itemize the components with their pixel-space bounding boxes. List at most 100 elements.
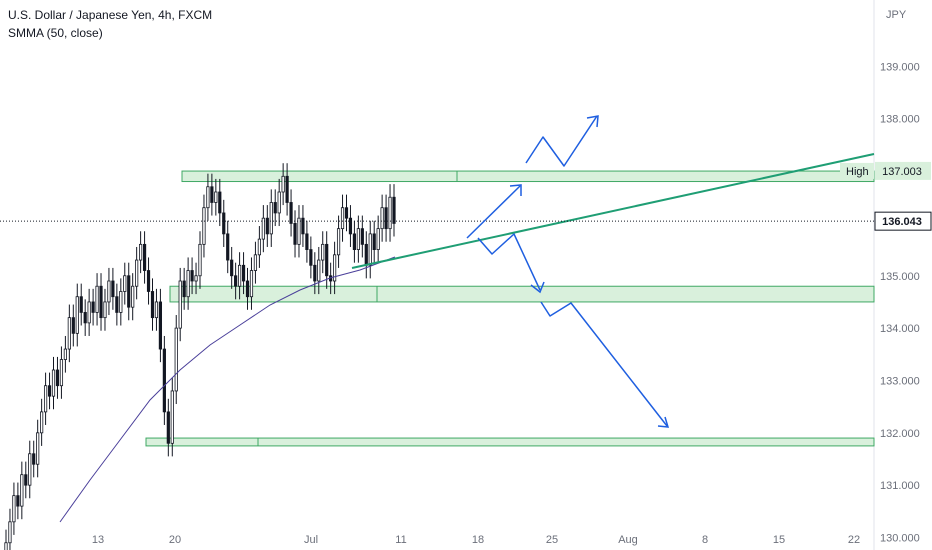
candle-body <box>289 202 293 224</box>
y-tick-label: 134.000 <box>880 323 920 335</box>
candle-body <box>226 233 230 261</box>
candle-body <box>95 285 99 313</box>
candle-body <box>340 207 345 230</box>
candle-body <box>210 186 214 203</box>
candle-body <box>127 275 131 308</box>
price-axis <box>874 0 932 550</box>
candle-body <box>368 233 372 266</box>
candle-body <box>305 233 309 250</box>
candle-body <box>8 521 12 544</box>
candle-body <box>348 217 353 235</box>
candle-body <box>333 254 337 282</box>
candle-body <box>146 270 151 292</box>
candle-body <box>139 243 143 261</box>
last-price-tag <box>874 211 932 231</box>
candle-body <box>12 495 16 523</box>
candle-body <box>325 243 329 277</box>
candle-body <box>202 207 206 245</box>
candle-body <box>158 301 163 350</box>
candle-body <box>380 207 384 230</box>
currency-label: JPY <box>886 9 907 21</box>
candle-body <box>285 175 289 203</box>
candle-body <box>253 254 258 271</box>
x-tick-label: 25 <box>546 534 558 546</box>
candle-body <box>198 243 202 277</box>
candle-body <box>131 285 135 308</box>
candle-body <box>313 264 317 282</box>
candle-body <box>269 202 273 235</box>
candle-body <box>59 359 64 387</box>
candle-body <box>182 280 186 298</box>
candle-body <box>336 228 341 256</box>
candle-body <box>115 296 119 313</box>
candle-body <box>293 223 297 245</box>
zone-box <box>169 285 875 303</box>
candle-body <box>103 301 107 319</box>
candle-body <box>265 217 269 235</box>
candle-body <box>277 191 281 214</box>
candle-body <box>111 280 115 298</box>
candle-body <box>170 390 174 444</box>
candle-body <box>234 275 238 287</box>
projection-arrow <box>466 185 521 239</box>
candles-group <box>4 163 396 550</box>
candle-body <box>51 369 56 397</box>
candle-body <box>119 291 123 313</box>
candle-body <box>344 207 349 219</box>
candle-body <box>174 327 178 392</box>
candle-body <box>178 280 182 329</box>
candle-body <box>150 291 155 319</box>
candle-body <box>79 296 83 313</box>
candle-body <box>372 233 376 250</box>
arrow-head <box>586 115 599 128</box>
candle-body <box>71 317 75 334</box>
x-tick-label: 20 <box>169 534 181 546</box>
smma-line <box>59 256 396 523</box>
candle-body <box>356 228 360 250</box>
projection-arrow <box>540 301 668 427</box>
candle-body <box>273 202 277 214</box>
y-tick-label: 130.000 <box>880 533 920 545</box>
candle-body <box>309 249 313 266</box>
x-tick-label: 8 <box>702 534 708 546</box>
projection-arrow <box>477 233 541 291</box>
trendline <box>351 153 875 269</box>
candle-body <box>301 217 305 235</box>
y-tick-label: 139.000 <box>880 61 920 73</box>
y-tick-label: 138.000 <box>880 114 920 126</box>
candle-body <box>230 259 234 277</box>
candle-body <box>166 411 170 444</box>
candle-body <box>142 243 147 271</box>
candle-body <box>364 243 368 266</box>
candle-body <box>28 453 32 486</box>
y-tick-label: 131.000 <box>880 480 920 492</box>
candle-body <box>384 207 388 230</box>
candle-body <box>249 270 254 298</box>
candle-body <box>214 191 218 203</box>
y-tick-label: 133.000 <box>880 375 920 387</box>
candle-body <box>123 275 127 292</box>
candle-body <box>43 385 48 413</box>
last-price-value: 136.043 <box>882 216 922 228</box>
x-tick-label: 15 <box>773 534 785 546</box>
candle-body <box>91 301 95 313</box>
candle-body <box>245 280 250 298</box>
x-tick-label: 18 <box>472 534 484 546</box>
x-tick-label: 22 <box>848 534 860 546</box>
arrow-head <box>657 416 670 428</box>
candle-body <box>20 474 24 507</box>
candle-body <box>237 264 242 287</box>
candle-body <box>376 228 380 250</box>
candle-body <box>352 233 357 250</box>
y-tick-label: 135.000 <box>880 271 920 283</box>
candle-body <box>206 186 210 209</box>
candle-body <box>55 369 60 387</box>
x-tick-label: 13 <box>92 534 104 546</box>
high-price-tag <box>875 161 931 180</box>
candle-body <box>32 453 36 465</box>
candle-body <box>162 348 166 413</box>
candle-body <box>257 238 261 256</box>
candle-body <box>16 495 20 507</box>
candle-body <box>99 285 103 319</box>
